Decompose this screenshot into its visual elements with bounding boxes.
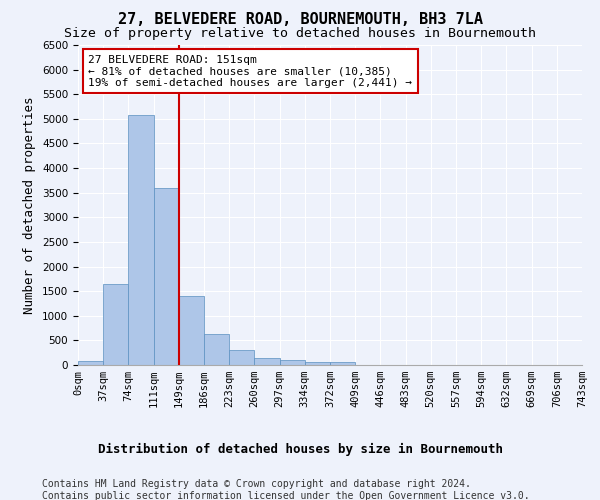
Bar — [229, 350, 254, 365]
Text: Contains HM Land Registry data © Crown copyright and database right 2024.: Contains HM Land Registry data © Crown c… — [42, 479, 471, 489]
Text: Size of property relative to detached houses in Bournemouth: Size of property relative to detached ho… — [64, 28, 536, 40]
Bar — [280, 360, 305, 365]
Text: Contains public sector information licensed under the Open Government Licence v3: Contains public sector information licen… — [42, 491, 530, 500]
Bar — [254, 358, 280, 365]
Bar — [103, 284, 128, 365]
Bar — [179, 296, 204, 365]
Bar — [204, 334, 229, 365]
Bar — [154, 188, 179, 365]
Bar — [78, 362, 103, 365]
Text: 27, BELVEDERE ROAD, BOURNEMOUTH, BH3 7LA: 27, BELVEDERE ROAD, BOURNEMOUTH, BH3 7LA — [118, 12, 482, 28]
Bar — [128, 115, 154, 365]
Text: 27 BELVEDERE ROAD: 151sqm
← 81% of detached houses are smaller (10,385)
19% of s: 27 BELVEDERE ROAD: 151sqm ← 81% of detac… — [88, 54, 412, 88]
Bar — [305, 362, 330, 365]
Bar — [330, 362, 355, 365]
Text: Distribution of detached houses by size in Bournemouth: Distribution of detached houses by size … — [97, 442, 503, 456]
Y-axis label: Number of detached properties: Number of detached properties — [23, 96, 37, 314]
